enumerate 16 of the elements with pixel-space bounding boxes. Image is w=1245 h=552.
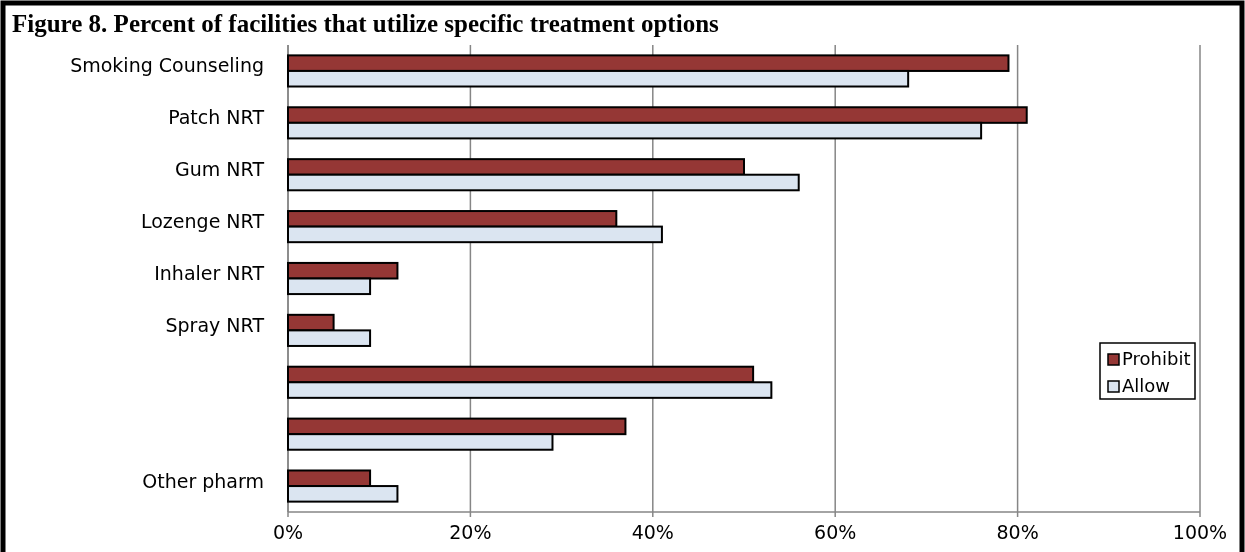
x-tick-label: 0% — [272, 521, 304, 543]
y-tick-label: Inhaler NRT — [154, 262, 265, 284]
y-tick-label: Lozenge NRT — [140, 210, 265, 233]
y-tick-label: Other pharm — [142, 469, 264, 492]
legend-label: Prohibit — [1122, 348, 1191, 369]
x-tick-label: 60% — [814, 521, 857, 543]
y-tick-label: Patch NRT — [168, 106, 265, 129]
x-tick-label: 20% — [449, 521, 492, 543]
legend-label: Allow — [1122, 375, 1171, 396]
chart-title: Figure 8. Percent of facilities that utilize specific treatment options — [12, 10, 720, 37]
x-tick-label: 80% — [996, 521, 1039, 543]
y-tick-label: Spray NRT — [165, 313, 265, 336]
y-tick-label: Smoking Counseling — [70, 54, 264, 77]
x-tick-label: 100% — [1172, 521, 1228, 543]
y-tick-label: Gum NRT — [175, 158, 265, 181]
x-tick-label: 40% — [631, 521, 674, 543]
